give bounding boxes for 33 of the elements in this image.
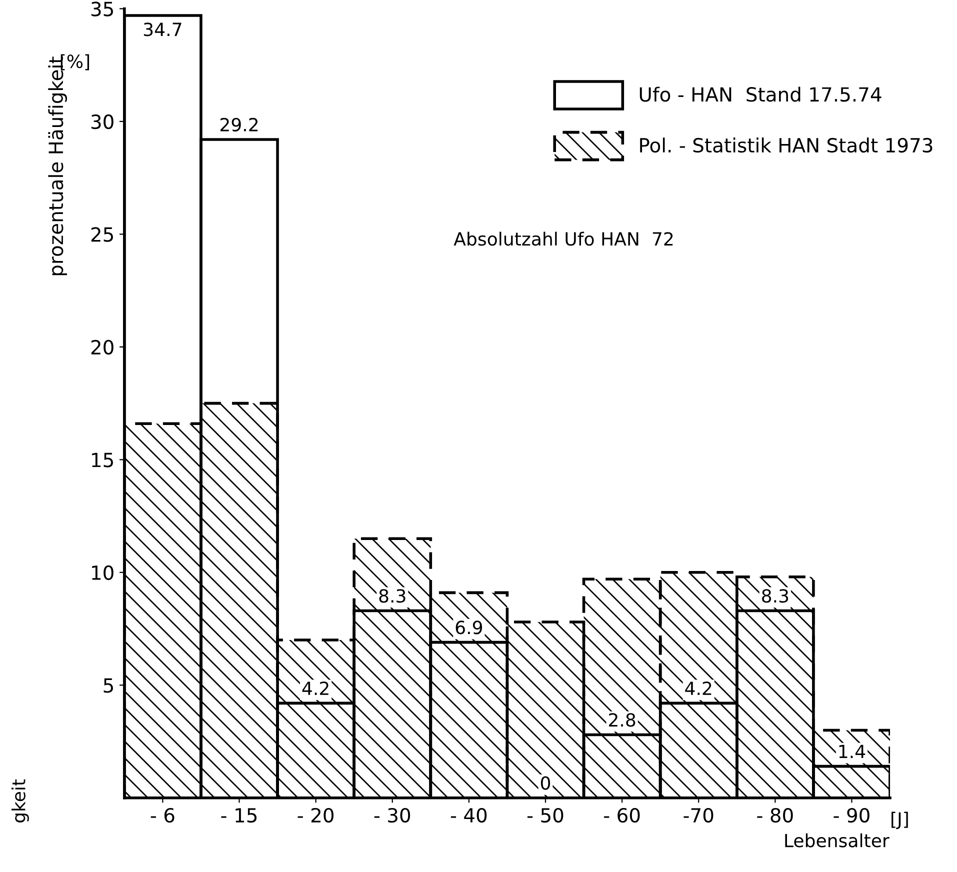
data-label: 0 [540,776,550,790]
x-tick-label: -70 [684,808,714,823]
data-label: 8.3 [762,589,788,603]
legend-label: Ufo - HAN Stand 17.5.74 [640,86,882,102]
x-tick-label: - 6 [150,808,174,823]
x-tick-label: - 90 [834,808,870,823]
y-tick-label: 5 [104,678,113,693]
data-label: 29.2 [220,118,258,132]
y-tick-label: 15 [92,452,113,468]
y-tick-label: 35 [91,2,113,16]
data-label: 6.9 [456,620,482,634]
data-label: 4.2 [685,682,712,695]
x-axis-title: Lebensalter [785,833,890,848]
annotation: Absolutzahl Ufo HAN 72 [454,232,673,246]
y-tick-label: 20 [91,340,114,355]
data-label: 2.8 [609,713,636,727]
text: [J] [892,812,908,830]
data-label: 4.2 [302,682,328,695]
x-tick-label: - 30 [374,808,410,823]
data-label: 34.7 [144,22,182,36]
x-tick-label: - 20 [298,808,334,823]
y-tick-label: 30 [91,114,114,130]
x-tick-label: - 40 [450,808,487,823]
data-label: 8.3 [379,589,406,603]
y-tick-label: 10 [92,565,114,580]
y-tick-label: 25 [91,227,113,242]
x-tick-label: - 15 [221,808,257,823]
x-tick-label: - 50 [527,808,564,823]
x-tick-label: - 60 [604,808,640,823]
legend-label: Pol. - Statistik HAN Stadt 1973 [640,138,932,153]
data-label: 1.4 [839,744,866,758]
text: gkeit [11,779,29,822]
x-tick-label: - 80 [757,808,793,823]
